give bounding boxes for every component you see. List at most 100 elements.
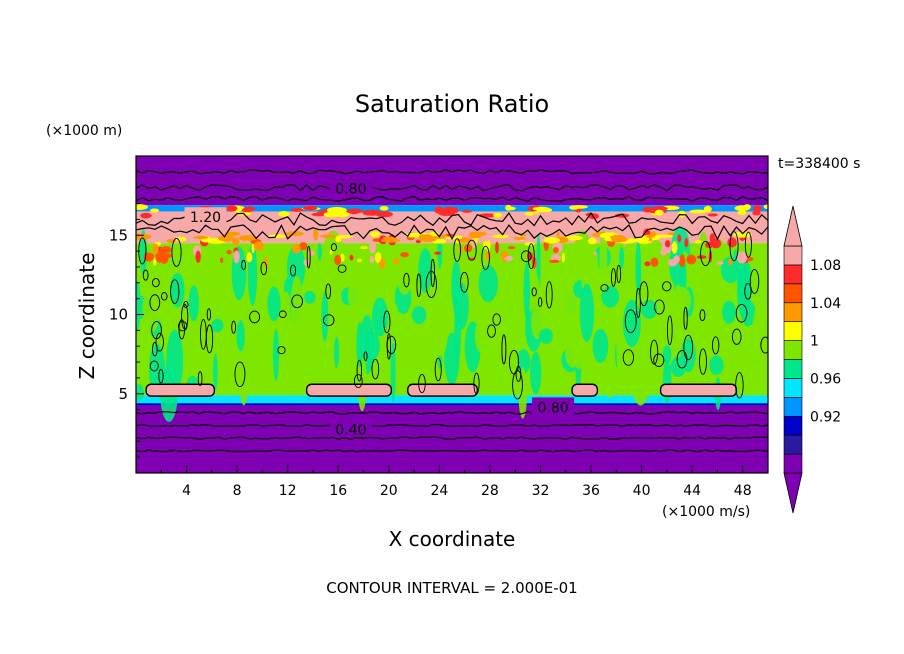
contour-loop [170,279,180,304]
colorbar-tick-label: 0.96 [810,371,841,387]
supersaturation-speck [356,258,362,263]
lower-boundary-speck [218,234,235,242]
lower-boundary-speck [649,231,657,238]
upper-boundary-speck [140,212,152,219]
saturation-streak [721,300,736,324]
supersaturation-speck [329,249,333,255]
supersaturation-speck [696,255,707,259]
supersaturation-speck [307,250,315,256]
contour-loop [453,238,461,262]
contour-line [136,449,768,453]
colorbar-swatch [783,264,803,285]
saturation-streak [583,243,599,291]
upper-boundary-speck [461,209,472,213]
saturation-streak [670,356,687,377]
supersaturation-speck [226,249,232,255]
contour-loop [151,278,160,288]
supersaturation-speck [313,228,319,241]
supersaturation-speck [556,231,560,237]
saturation-streak [188,285,199,322]
supersaturation-speck [553,246,559,254]
lower-boundary-speck [492,234,509,239]
saturation-streak [686,256,697,288]
supersaturation-speck [684,237,689,248]
supersaturation-speck [374,252,382,263]
x-tick-label: 24 [430,483,448,499]
saturation-streak [453,282,469,330]
supersaturation-speck [593,251,597,256]
saturation-streak [697,231,710,287]
contour-loop [610,268,617,287]
upper-boundary-speck [650,206,668,211]
x-tick-label: 44 [683,483,701,499]
contour-loop [330,243,337,252]
colorbar-max-arrow [783,205,803,247]
saturation-streak [304,290,316,304]
lower-boundary-speck [193,235,209,240]
contour-loop [460,271,469,293]
saturation-streak [636,263,642,288]
supersaturation-speck [485,251,492,261]
saturation-streak [235,349,241,379]
contour-loop [206,308,212,321]
contour-loop [177,321,188,332]
upper-boundary-speck [440,206,459,214]
saturation-streak [339,305,354,331]
saturation-streak [290,276,304,337]
saturation-streak [347,276,359,313]
saturation-streak [531,304,544,340]
x-tick-label: 4 [182,483,191,499]
saturation-streak [523,261,531,320]
y-axis-label: Z coordinate [75,253,99,380]
upper-boundary-speck [323,211,342,218]
contour-loop [635,287,641,319]
saturation-streak [287,244,306,292]
colorbar-swatch [783,245,803,266]
contour-loop [545,281,553,309]
saturation-streak [209,288,228,303]
contour-loop [624,309,637,334]
upper-boundary-speck [707,213,718,217]
upper-boundary-speck [532,206,550,211]
supersaturation-speck [299,242,308,251]
contour-loop [371,358,380,380]
contour-loop [260,261,268,276]
saturation-streak [411,306,427,324]
contour-label: 0.80 [335,182,366,198]
supersaturation-speck [650,257,659,267]
x-tick-label: 32 [532,483,550,499]
contour-loop [386,335,397,355]
saturation-streak [474,319,489,353]
saturation-streak [478,265,498,303]
saturation-streak [387,302,400,344]
contour-loop [149,294,161,312]
contour-loop [160,292,168,301]
upper-boundary-speck [241,208,254,213]
saturation-streak [737,265,751,319]
colorbar-swatch [783,302,803,322]
contour-loop [531,287,537,297]
ice-patch [407,383,478,397]
supersaturation-speck [686,254,697,265]
ice-patch [145,383,216,397]
lower-boundary-speck [543,237,561,244]
supersaturation-speck [369,256,375,263]
contour-line [136,436,768,440]
saturation-streak [151,261,157,287]
x-tick-label: 48 [734,483,752,499]
contour-loop [155,332,164,352]
x-axis: 4 8 12 16 20 24 28 32 36 40 44 48 [160,465,752,499]
ice-patch [305,383,393,397]
saturation-streak [649,323,658,340]
supersaturation-speck [360,246,368,250]
upper-boundary-speck [434,206,444,214]
upper-boundary-speck [149,208,160,213]
contour-loop [171,237,182,267]
supersaturation-speck [644,261,651,267]
upper-boundary-speck [654,209,664,216]
supersaturation-speck [253,241,264,252]
upper-boundary-speck [737,210,747,216]
upper-boundary-speck [524,211,535,216]
upper-boundary-speck [311,212,328,217]
